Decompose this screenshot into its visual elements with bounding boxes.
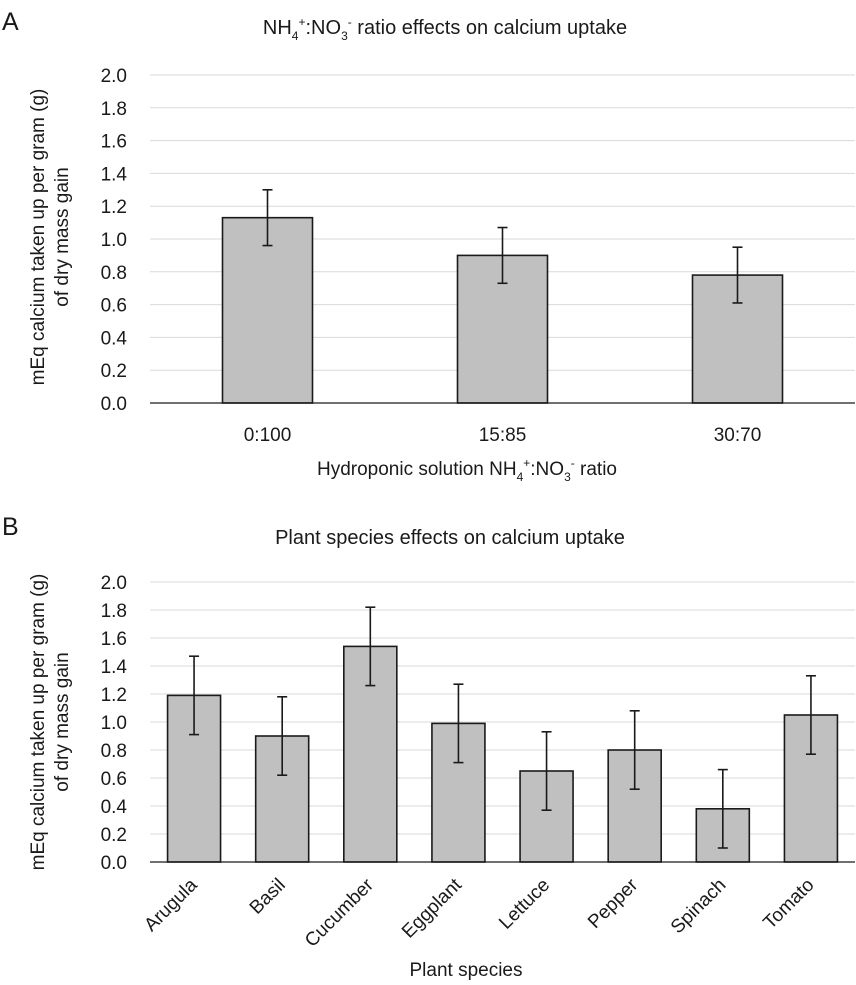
panel-b-x-tick-label: Tomato <box>760 875 819 934</box>
panel-b-error-bars <box>189 606 816 849</box>
panel-a-y-tick-label: 1.0 <box>101 230 127 251</box>
panel-a-y-axis-label: mEq calcium taken up per gram (g) of dry … <box>28 89 73 386</box>
panel-b-title: Plant species effects on calcium uptake <box>275 527 625 549</box>
panel-b: B Plant species effects on calcium uptak… <box>2 513 855 981</box>
panel-b-gridlines <box>150 581 855 835</box>
panel-b-y-tick-label: 0.4 <box>101 797 128 818</box>
panel-a-x-tick-label: 0:100 <box>244 425 292 446</box>
panel-b-y-tick-labels: 0.0 0.2 0.4 0.6 0.8 1.0 1.2 1.4 1.6 1.8 2.0 <box>101 573 128 874</box>
panel-a-error-bar <box>262 189 273 247</box>
panel-b-y-tick-label: 1.8 <box>101 601 127 622</box>
panel-a: A NH4+:NO3- ratio effects on calcium upt… <box>2 8 855 484</box>
panel-b-x-tick-label: Basil <box>246 875 290 919</box>
panel-a-y-tick-label: 2.0 <box>101 66 127 87</box>
panel-a-y-tick-label: 0.6 <box>101 296 127 317</box>
panel-a-x-tick-label: 30:70 <box>714 425 762 446</box>
panel-a-y-tick-label: 1.6 <box>101 132 127 153</box>
panel-a-error-bar <box>497 226 508 285</box>
panel-b-y-tick-label: 0.8 <box>101 741 127 762</box>
panel-b-y-axis-label: mEq calcium taken up per gram (g) of dry … <box>28 574 73 871</box>
panel-b-y-tick-label: 1.0 <box>101 713 127 734</box>
panel-b-letter: B <box>2 513 19 541</box>
panel-a-y-tick-label: 1.2 <box>101 197 127 218</box>
panel-a-letter: A <box>2 8 19 36</box>
panel-b-x-tick-labels: Arugula Basil Cucumber Eggplant Lettuce Peppe… <box>140 874 818 951</box>
panel-b-x-tick-label: Lettuce <box>495 875 554 934</box>
panel-a-error-bars <box>262 189 743 304</box>
panel-a-x-tick-label: 15:85 <box>479 425 527 446</box>
panel-b-error-bar <box>453 683 464 764</box>
panel-a-title: NH4+:NO3- ratio effects on calcium uptak… <box>263 15 627 43</box>
panel-b-y-tick-label: 1.2 <box>101 685 127 706</box>
panel-a-x-tick-labels: 0:100 15:85 30:70 <box>244 425 762 446</box>
panel-b-x-axis-label: Plant species <box>409 960 522 981</box>
panel-b-error-bar <box>365 606 376 687</box>
panel-b-y-tick-label: 1.6 <box>101 629 127 650</box>
panel-b-x-tick-label: Pepper <box>584 874 643 933</box>
panel-a-y-tick-label: 1.4 <box>101 164 128 185</box>
panel-a-y-tick-label: 1.8 <box>101 99 127 120</box>
panel-a-y-tick-label: 0.0 <box>101 394 127 415</box>
panel-b-y-tick-label: 0.2 <box>101 825 127 846</box>
panel-b-y-tick-label: 0.0 <box>101 853 127 874</box>
panel-b-error-bar <box>629 709 640 791</box>
panel-a-y-tick-label: 0.2 <box>101 361 127 382</box>
panel-b-x-tick-label: Spinach <box>667 875 730 938</box>
panel-b-y-tick-label: 2.0 <box>101 573 127 594</box>
panel-a-x-axis-label: Hydroponic solution NH4+:NO3- ratio <box>317 456 617 484</box>
panel-a-error-bar <box>732 246 743 304</box>
panel-b-error-bar <box>189 655 200 736</box>
panel-b-error-bar <box>805 674 816 756</box>
panel-a-y-tick-label: 0.4 <box>101 328 128 349</box>
panel-b-x-tick-label: Eggplant <box>398 874 466 942</box>
panel-b-y-tick-label: 0.6 <box>101 769 127 790</box>
panel-a-y-tick-label: 0.8 <box>101 263 127 284</box>
panel-b-error-bar <box>717 768 728 849</box>
panel-b-error-bar <box>277 695 288 777</box>
panel-b-x-tick-label: Cucumber <box>301 874 378 951</box>
panel-b-error-bar <box>541 730 552 812</box>
panel-a-y-tick-labels: 0.0 0.2 0.4 0.6 0.8 1.0 1.2 1.4 1.6 1.8 2.0 <box>101 66 128 415</box>
panel-b-x-tick-label: Arugula <box>140 874 201 935</box>
panel-b-bars <box>166 645 839 863</box>
panel-b-y-tick-label: 1.4 <box>101 657 128 678</box>
